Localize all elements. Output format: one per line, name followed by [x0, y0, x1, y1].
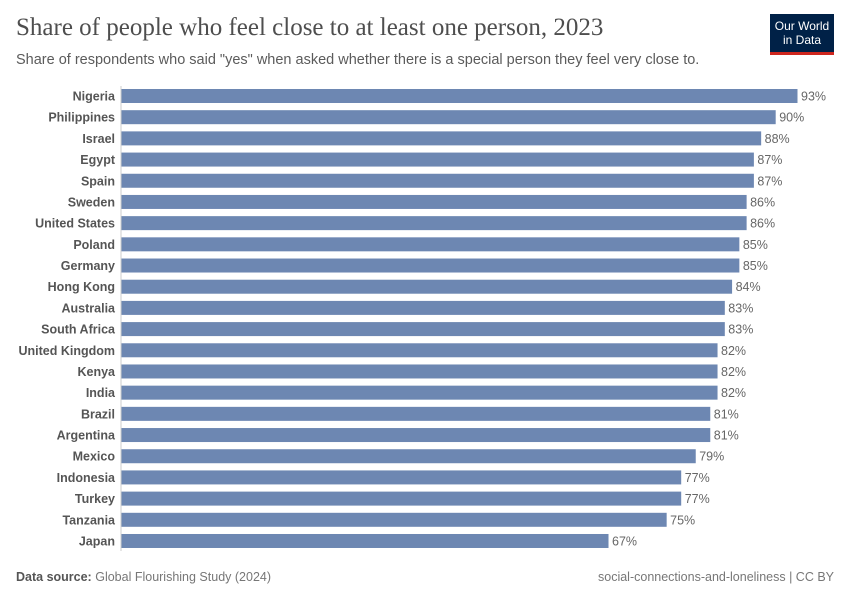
- value-label: 67%: [612, 534, 637, 548]
- bar-israel[interactable]: [121, 131, 762, 146]
- category-label: Nigeria: [73, 90, 116, 104]
- value-label: 82%: [721, 386, 746, 400]
- bar-chart: Nigeria 93% Philippines 90% Israel 88% Egypt 87…: [18, 86, 826, 551]
- bar-poland[interactable]: [121, 237, 740, 252]
- bar-australia[interactable]: [121, 300, 725, 315]
- bar-nigeria[interactable]: [121, 89, 798, 103]
- category-label: Egypt: [80, 153, 116, 167]
- value-label: 90%: [779, 111, 804, 125]
- logo-line-1: Our World: [774, 19, 830, 33]
- chart-title: Share of people who feel close to at lea…: [16, 14, 604, 41]
- source-link[interactable]: Global Flourishing Study (2024): [95, 570, 272, 584]
- bar-brazil[interactable]: [121, 406, 711, 421]
- category-label: United States: [35, 217, 115, 231]
- category-label: India: [86, 386, 116, 400]
- category-label: Hong Kong: [48, 280, 115, 294]
- value-label: 93%: [801, 90, 826, 104]
- value-label: 81%: [714, 407, 739, 421]
- bar-tanzania[interactable]: [121, 512, 667, 527]
- category-label: Germany: [61, 259, 115, 273]
- data-source: Data source: Global Flourishing Study (2…: [16, 570, 271, 584]
- category-label: Poland: [73, 238, 115, 252]
- value-label: 79%: [699, 450, 724, 464]
- category-label: United Kingdom: [18, 344, 115, 358]
- value-label: 85%: [743, 238, 768, 252]
- logo-line-2: in Data: [782, 33, 822, 47]
- bar-mexico[interactable]: [121, 449, 696, 464]
- value-label: 88%: [765, 132, 790, 146]
- bar-indonesia[interactable]: [121, 470, 682, 485]
- value-label: 83%: [728, 323, 753, 337]
- bar-philippines[interactable]: [121, 110, 776, 125]
- category-label: Japan: [79, 534, 115, 548]
- bar-spain[interactable]: [121, 173, 754, 188]
- value-label: 75%: [670, 513, 695, 527]
- category-label: Israel: [82, 132, 115, 146]
- bar-hong-kong[interactable]: [121, 279, 733, 294]
- category-label: Argentina: [57, 429, 116, 443]
- bar-india[interactable]: [121, 385, 718, 400]
- bar-sweden[interactable]: [121, 194, 747, 209]
- value-label: 87%: [757, 174, 782, 188]
- category-label: Mexico: [73, 450, 116, 464]
- value-label: 87%: [757, 153, 782, 167]
- category-label: Spain: [81, 174, 115, 188]
- chart-subtitle: Share of respondents who said "yes" when…: [16, 52, 700, 68]
- source-label: Data source:: [16, 570, 92, 584]
- value-label: 77%: [685, 471, 710, 485]
- bar-argentina[interactable]: [121, 428, 711, 443]
- bar-united-kingdom[interactable]: [121, 343, 718, 358]
- owid-logo[interactable]: Our World in Data: [770, 14, 834, 55]
- category-label: Australia: [62, 301, 117, 315]
- category-label: Philippines: [48, 111, 115, 125]
- bar-germany[interactable]: [121, 258, 740, 273]
- bar-turkey[interactable]: [121, 491, 682, 506]
- category-label: Turkey: [75, 492, 115, 506]
- value-label: 83%: [728, 301, 753, 315]
- category-label: Kenya: [77, 365, 116, 379]
- category-label: Sweden: [68, 195, 115, 209]
- value-label: 85%: [743, 259, 768, 273]
- category-label: Brazil: [81, 407, 115, 421]
- value-label: 81%: [714, 429, 739, 443]
- value-label: 84%: [736, 280, 761, 294]
- category-label: Indonesia: [57, 471, 116, 485]
- value-label: 82%: [721, 344, 746, 358]
- category-label: Tanzania: [62, 513, 116, 527]
- value-label: 86%: [750, 195, 775, 209]
- bar-egypt[interactable]: [121, 152, 754, 167]
- category-label: South Africa: [41, 323, 116, 337]
- value-label: 82%: [721, 365, 746, 379]
- bar-kenya[interactable]: [121, 364, 718, 379]
- bar-japan[interactable]: [121, 533, 609, 548]
- bar-united-states[interactable]: [121, 216, 747, 231]
- license-text[interactable]: social-connections-and-loneliness | CC B…: [598, 570, 834, 584]
- value-label: 77%: [685, 492, 710, 506]
- bar-south-africa[interactable]: [121, 322, 725, 337]
- value-label: 86%: [750, 217, 775, 231]
